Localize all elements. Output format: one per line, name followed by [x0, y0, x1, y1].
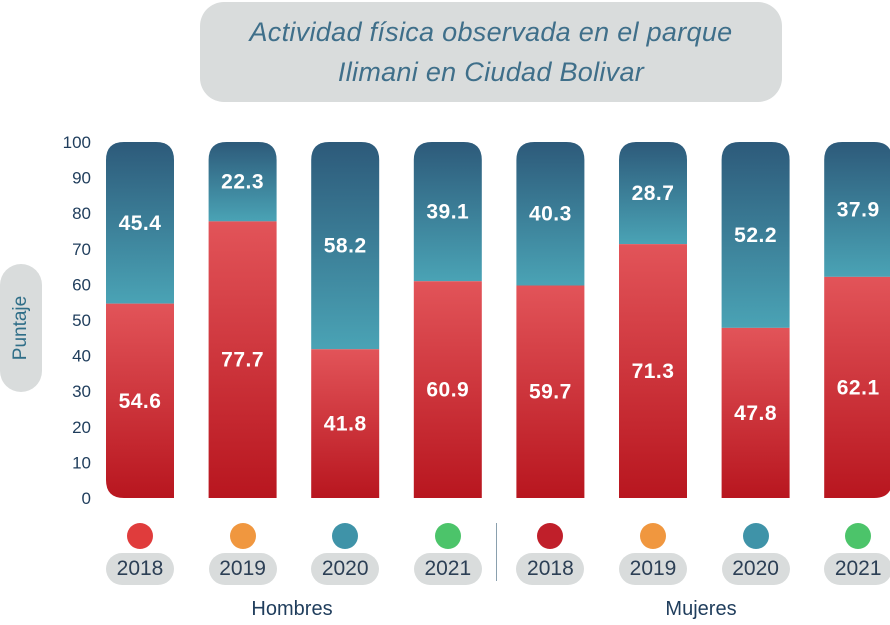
x-tick-year-label: 2020	[721, 553, 790, 585]
bar-value-label: 54.6	[119, 390, 162, 413]
y-tick-label: 80	[72, 204, 91, 223]
y-tick-label: 60	[72, 275, 91, 294]
bar-segment-bottom	[721, 327, 790, 498]
legend-dot	[434, 523, 461, 549]
chart-title-box: Actividad física observada en el parque …	[200, 2, 782, 102]
y-tick-label: 40	[72, 347, 91, 366]
bar-segment-bottom	[106, 303, 174, 498]
x-tick-year-label: 2018	[106, 553, 174, 585]
legend-dot	[537, 523, 564, 549]
bar-value-label: 60.9	[426, 379, 469, 402]
bar-value-label: 45.4	[119, 212, 162, 235]
bar-segment-top	[413, 142, 482, 282]
legend-dot	[332, 523, 359, 549]
y-axis-ticks: 0 10 20 30 40 50 60 70 80 90 100	[63, 133, 91, 508]
y-tick-label: 10	[72, 453, 91, 472]
bar-segment-bottom	[413, 281, 482, 498]
bar-value-label: 37.9	[837, 198, 880, 221]
bar-value-label: 47.8	[734, 402, 777, 425]
bar-segment-top	[516, 142, 585, 286]
group-label-hombres: Hombres	[251, 598, 333, 620]
legend-dot	[742, 523, 769, 549]
legend-dot	[845, 523, 872, 549]
y-tick-label: 0	[82, 489, 91, 508]
bar-segment-top	[208, 142, 277, 222]
bar-value-label: 62.1	[837, 376, 880, 399]
bar-segment-top	[824, 142, 890, 277]
y-tick-label: 90	[72, 169, 91, 188]
value-labels: 45.4 54.6 22.3 77.7 58.2 41.8 39.1 60.9 40.3 59.7…	[119, 171, 880, 436]
legend-dot	[127, 523, 153, 549]
y-tick-label: 30	[72, 382, 91, 401]
bar-segment-bottom	[824, 276, 890, 498]
bar-value-label: 59.7	[529, 381, 572, 404]
bars	[106, 142, 890, 498]
bar-segment-bottom	[311, 349, 380, 498]
legend-dot	[640, 523, 666, 549]
bar-value-label: 22.3	[221, 171, 264, 194]
bar-value-label: 40.3	[529, 203, 572, 226]
y-tick-label: 70	[72, 240, 91, 259]
legend-dot	[229, 523, 256, 549]
x-tick-year-label: 2018	[516, 553, 585, 585]
bar-value-label: 41.8	[324, 413, 367, 436]
x-tick-year-label: 2020	[311, 553, 380, 585]
bar-segment-bottom	[619, 244, 687, 498]
y-tick-label: 50	[72, 311, 91, 330]
y-tick-label: 100	[63, 133, 91, 152]
x-tick-year-label: 2019	[208, 553, 277, 585]
bar-segment-bottom	[208, 221, 277, 498]
bar-segment-top	[311, 142, 380, 350]
bar-value-label: 71.3	[632, 360, 675, 383]
bar-segment-top	[721, 142, 790, 328]
x-tick-year-label: 2021	[824, 553, 890, 585]
bar-segment-top	[619, 142, 687, 245]
chart-title-line-2: Ilimani en Ciudad Bolivar	[337, 57, 645, 87]
x-tick-year-label: 2019	[619, 553, 687, 585]
bar-value-label: 77.7	[221, 349, 264, 372]
group-label-mujeres: Mujeres	[665, 598, 737, 620]
group-divider	[496, 523, 497, 581]
bar-value-label: 28.7	[632, 182, 675, 205]
y-axis-label-pill	[0, 264, 42, 392]
y-tick-label: 20	[72, 418, 91, 437]
bar-value-label: 39.1	[426, 201, 469, 224]
x-tick-year-label: 2021	[413, 553, 482, 585]
bar-segment-top	[106, 142, 174, 304]
bar-value-label: 58.2	[324, 235, 367, 258]
chart-title-line-1: Actividad física observada en el parque	[249, 17, 733, 47]
bar-segment-bottom	[516, 285, 585, 498]
bar-value-label: 52.2	[734, 224, 777, 247]
